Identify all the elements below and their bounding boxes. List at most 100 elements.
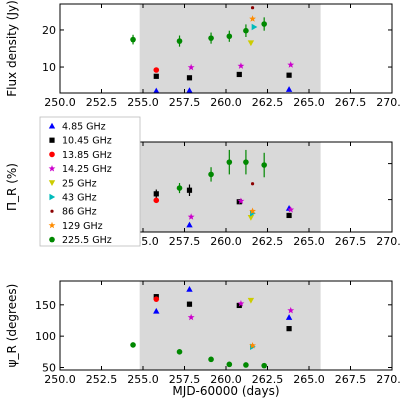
data-point — [249, 207, 256, 215]
x-tick-label: 257.5 — [169, 96, 201, 109]
legend-entry: 86 GHz — [50, 207, 97, 218]
data-point — [153, 296, 160, 302]
y-tick-label: 10 — [42, 61, 56, 74]
series-6 — [251, 23, 258, 31]
legend-marker — [48, 180, 56, 186]
data-point — [130, 342, 136, 348]
legend-label: 225.5 GHz — [62, 235, 112, 246]
series-2 — [153, 71, 292, 81]
data-point — [226, 33, 233, 40]
axes-frame — [59, 3, 393, 94]
legend-marker — [49, 236, 55, 243]
legend-entry: 4.85 GHz — [48, 122, 106, 133]
x-tick-label: 265.0 — [293, 373, 325, 386]
x-tick-label: 252.5 — [86, 96, 118, 109]
legend-label: 13.85 GHz — [62, 150, 112, 161]
legend-marker — [49, 151, 55, 158]
data-point — [261, 162, 267, 168]
legend-box — [39, 116, 141, 247]
data-point — [261, 21, 267, 27]
data-point — [153, 87, 160, 94]
data-point — [186, 285, 193, 292]
x-tick-label: 257.5 — [169, 373, 201, 386]
y-tick-label: 50 — [42, 361, 56, 374]
x-tick-label: 260.0 — [210, 96, 242, 109]
legend-entry: 25 GHz — [48, 178, 97, 189]
legend: 4.85 GHz 10.45 GHz 13.85 GHz 14.25 GHz 25 GH… — [39, 116, 141, 247]
x-tick-label: 265.0 — [293, 96, 325, 109]
x-tick-label: 250.0 — [44, 96, 76, 109]
x-tick-label: 265.0 — [293, 235, 325, 248]
legend-marker — [49, 193, 56, 201]
shaded-region — [139, 281, 321, 370]
x-tick-label: 270.0 — [376, 373, 400, 386]
x-tick-label: 262.5 — [252, 235, 284, 248]
data-point — [286, 72, 292, 78]
legend-entry: 10.45 GHz — [49, 136, 112, 147]
x-tick-label: 260.0 — [210, 373, 242, 386]
data-point — [130, 36, 136, 43]
legend-entry: 14.25 GHz — [48, 164, 112, 175]
data-point — [251, 23, 258, 31]
series-3 — [153, 67, 160, 73]
legend-marker — [49, 137, 55, 143]
legend-marker — [48, 122, 56, 129]
data-point — [250, 6, 255, 10]
data-point — [187, 213, 195, 220]
panel-2: 250.0252.5255.0257.5260.0262.5265.0267.5… — [5, 116, 400, 248]
x-tick-label: 250.0 — [44, 373, 76, 386]
data-point — [287, 206, 295, 213]
series-3 — [153, 197, 160, 204]
legend-label: 25 GHz — [62, 178, 97, 189]
x-tick-label: 255.0 — [127, 373, 159, 386]
x-tick-label: 260.0 — [210, 235, 242, 248]
y-tick-label: 150 — [35, 299, 56, 312]
data-point — [176, 38, 183, 44]
legend-marker — [48, 165, 56, 172]
data-point — [186, 187, 193, 193]
data-point — [285, 314, 293, 320]
series-4 — [187, 197, 295, 220]
series-2 — [153, 184, 292, 219]
x-tick-label: 252.5 — [86, 373, 118, 386]
legend-label: 10.45 GHz — [62, 136, 112, 147]
data-point — [286, 326, 292, 332]
data-point — [236, 199, 242, 205]
data-point — [243, 362, 249, 368]
data-point — [186, 87, 193, 93]
data-point — [226, 361, 233, 368]
legend-label: 4.85 GHz — [62, 122, 106, 133]
data-point — [286, 212, 292, 219]
series-4 — [187, 299, 295, 321]
x-tick-label: 262.5 — [252, 373, 284, 386]
legend-label: 129 GHz — [62, 221, 103, 232]
data-point — [237, 197, 245, 204]
data-point — [176, 349, 183, 355]
data-point — [247, 215, 255, 221]
data-point — [186, 75, 193, 81]
series-9 — [130, 17, 267, 47]
x-tick-label: 257.5 — [169, 235, 201, 248]
legend-entry: 225.5 GHz — [49, 235, 112, 246]
data-point — [247, 297, 255, 304]
x-axis-label: MJD-60000 (days) — [172, 384, 279, 398]
data-point — [176, 185, 183, 191]
legend-entry: 129 GHz — [48, 221, 103, 232]
series-3 — [153, 296, 160, 302]
x-tick-label: 267.5 — [335, 235, 367, 248]
data-point — [237, 299, 245, 307]
panel-3: 250.0 252.5 255.0 257.5 260.0 262.5 265.0 267.5… — [5, 280, 400, 386]
series-1 — [153, 285, 293, 320]
data-point — [243, 27, 249, 34]
data-point — [250, 182, 255, 186]
y-axis-label: Π_R (%) — [5, 163, 19, 211]
series-8 — [249, 207, 256, 215]
series-9 — [130, 342, 267, 369]
data-point — [237, 62, 245, 69]
data-point — [186, 301, 193, 307]
series-5 — [247, 40, 255, 47]
x-tick-label: 270.0 — [376, 96, 400, 109]
data-point — [287, 306, 295, 314]
series-7 — [250, 6, 255, 10]
